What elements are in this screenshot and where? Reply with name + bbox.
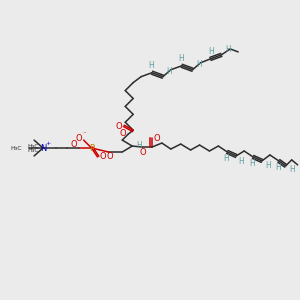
Text: O: O — [70, 140, 77, 148]
Text: O: O — [140, 148, 146, 158]
Text: H: H — [148, 61, 154, 70]
Text: +: + — [45, 141, 51, 146]
Text: O: O — [75, 134, 82, 142]
Text: O: O — [116, 122, 123, 131]
Text: H: H — [224, 154, 229, 164]
Text: H: H — [166, 67, 172, 76]
Text: O: O — [154, 134, 160, 142]
Text: O: O — [120, 129, 127, 138]
Text: P: P — [89, 143, 94, 152]
Text: H: H — [225, 45, 231, 54]
Text: O: O — [99, 152, 106, 161]
Text: H: H — [197, 60, 203, 69]
Text: ⁻: ⁻ — [83, 131, 86, 137]
Text: H: H — [238, 158, 244, 166]
Text: H: H — [275, 163, 281, 172]
Text: H₃C: H₃C — [27, 148, 39, 152]
Text: H₃C: H₃C — [11, 146, 22, 151]
Text: H₃C: H₃C — [27, 143, 39, 148]
Text: H: H — [136, 140, 142, 149]
Text: H: H — [249, 159, 255, 168]
Text: H: H — [208, 47, 214, 56]
Text: H: H — [265, 161, 271, 170]
Text: N: N — [40, 143, 46, 152]
Text: H: H — [289, 165, 295, 174]
Text: H: H — [178, 54, 184, 63]
Text: O: O — [106, 152, 113, 161]
